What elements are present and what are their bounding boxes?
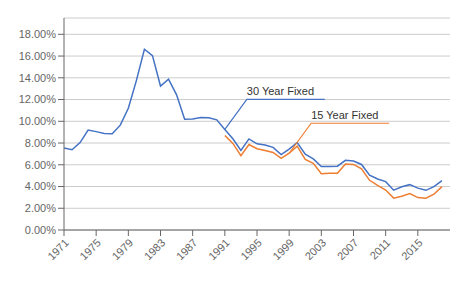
svg-text:4.00%: 4.00% (25, 180, 56, 192)
svg-text:12.00%: 12.00% (19, 93, 57, 105)
svg-text:1995: 1995 (238, 236, 264, 262)
svg-text:1971: 1971 (45, 236, 71, 262)
svg-text:30 Year Fixed: 30 Year Fixed (247, 85, 314, 97)
svg-text:2.00%: 2.00% (25, 202, 56, 214)
svg-text:2011: 2011 (367, 236, 392, 261)
svg-text:1983: 1983 (142, 236, 168, 262)
svg-text:2003: 2003 (302, 236, 328, 262)
svg-text:18.00%: 18.00% (19, 28, 57, 40)
svg-text:6.00%: 6.00% (25, 159, 56, 171)
svg-text:1979: 1979 (109, 236, 135, 262)
svg-text:1987: 1987 (174, 236, 200, 262)
svg-text:1999: 1999 (270, 236, 296, 262)
svg-text:16.00%: 16.00% (19, 50, 57, 62)
svg-text:1975: 1975 (77, 236, 103, 262)
svg-text:8.00%: 8.00% (25, 137, 56, 149)
svg-text:2007: 2007 (335, 236, 361, 262)
svg-text:0.00%: 0.00% (25, 224, 56, 236)
svg-text:2015: 2015 (399, 236, 425, 262)
svg-text:14.00%: 14.00% (19, 72, 57, 84)
svg-text:10.00%: 10.00% (19, 115, 57, 127)
svg-text:15 Year Fixed: 15 Year Fixed (311, 109, 378, 121)
svg-text:1991: 1991 (206, 236, 232, 262)
